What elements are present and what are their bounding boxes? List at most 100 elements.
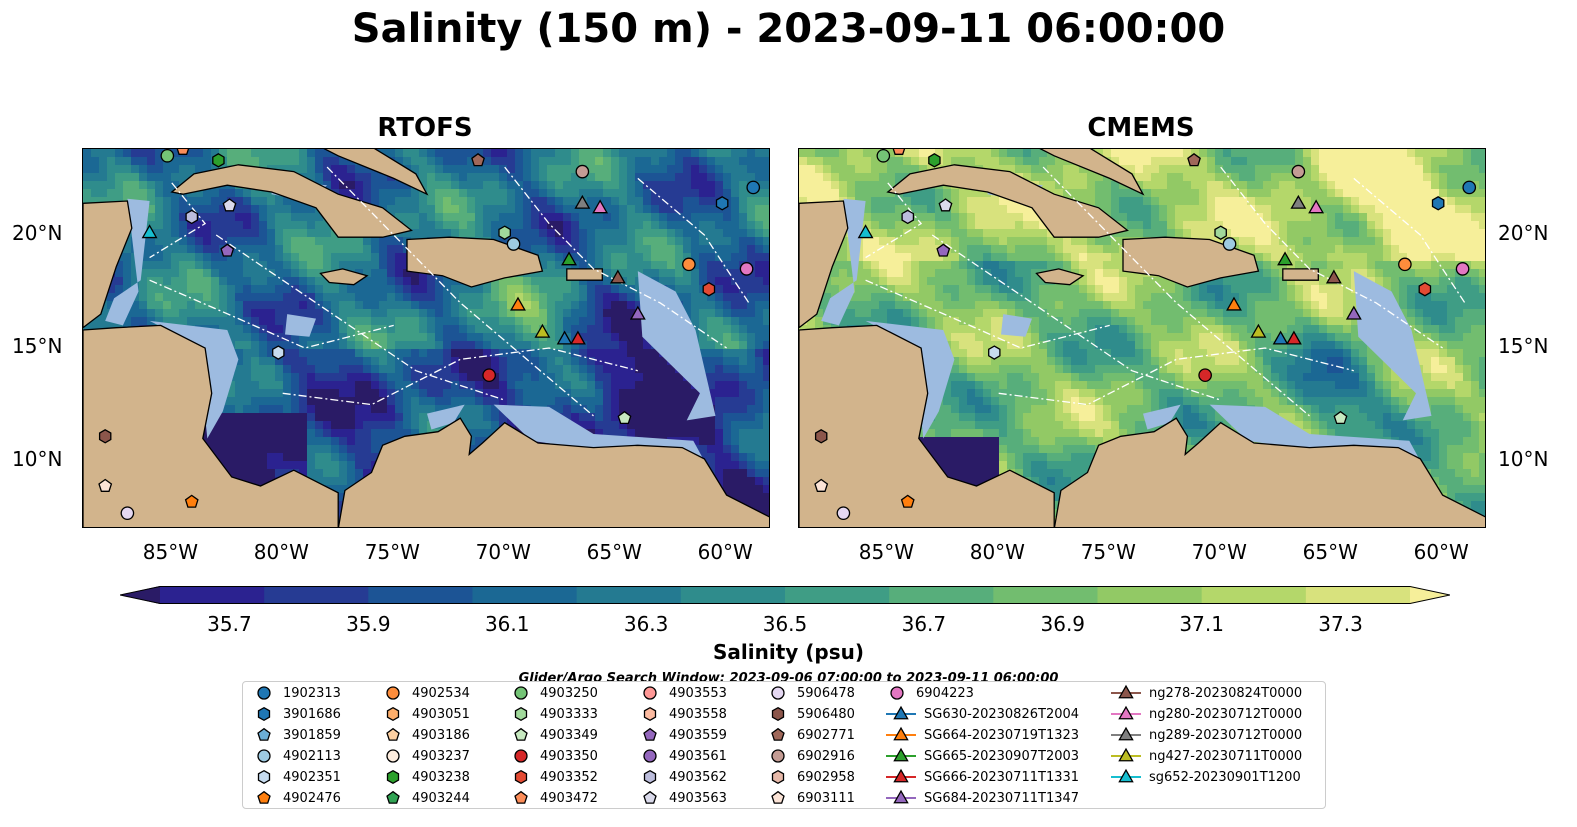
obs-marker-4903562 — [901, 209, 915, 225]
legend-entry-label: SG665-20230907T2003 — [924, 748, 1080, 764]
legend-entry-label: 4903561 — [669, 748, 727, 764]
obs-marker-4903333 — [1214, 225, 1227, 240]
legend-entry-label: 6902916 — [797, 748, 855, 764]
obs-marker-4902351 — [988, 345, 1001, 360]
legend-entry-label: 4903244 — [412, 790, 470, 806]
legend-entry-label: ng278-20230824T0000 — [1149, 685, 1303, 701]
legend-marker-icon — [643, 769, 657, 785]
obs-marker-SG665-20230907T2003 — [1277, 251, 1293, 266]
land-bahamas — [1039, 149, 1145, 196]
legend-entry: 4902351 — [253, 767, 341, 787]
obs-marker-5906478 — [120, 506, 135, 520]
legend-entry: 4903250 — [510, 683, 598, 703]
obs-marker-4903350 — [1198, 368, 1212, 383]
obs-marker-4902534 — [682, 257, 696, 272]
legend-entry-label: 4903051 — [412, 706, 470, 722]
obs-marker-6902771 — [1187, 152, 1201, 167]
colorbar-label: Salinity (psu) — [712, 640, 864, 664]
obs-marker-sg652-20230901T1200 — [857, 224, 874, 239]
legend-entry: 4903553 — [639, 683, 727, 703]
obs-marker-4903472 — [892, 149, 906, 155]
colorbar-segment — [993, 586, 1099, 604]
map-canvas — [799, 149, 1485, 527]
legend-entry-label: 4903250 — [540, 685, 598, 701]
land-pr — [566, 268, 603, 281]
legend-marker-icon — [771, 706, 785, 722]
obs-marker-6902916 — [1291, 164, 1306, 179]
legend-entry: 3901686 — [253, 704, 341, 724]
legend: 1902313 3901686 3901859 4902113 4902351 49024… — [242, 681, 1326, 809]
legend-entry-label: 4903350 — [540, 748, 598, 764]
obs-marker-3901686 — [1431, 196, 1445, 211]
legend-marker-icon — [514, 769, 528, 785]
obs-marker-4903563 — [938, 198, 953, 212]
legend-entry: 4903563 — [639, 788, 727, 808]
obs-marker-1902313 — [1462, 180, 1477, 195]
legend-entry-label: ng289-20230712T0000 — [1149, 727, 1303, 743]
legend-marker-icon — [386, 727, 400, 741]
obs-marker-SG664-20230719T1323 — [1226, 296, 1242, 311]
obs-marker-4902534 — [1398, 257, 1412, 272]
legend-entry-label: sg652-20230901T1200 — [1149, 769, 1301, 785]
colorbar-tick-label: 36.9 — [1040, 612, 1086, 636]
obs-marker-5906480 — [98, 429, 112, 444]
y-tick-label: 10°N — [1498, 447, 1549, 472]
obs-marker-4903352 — [702, 281, 716, 297]
x-tick-label: 70°W — [475, 540, 531, 564]
legend-entry: ng427-20230711T0000 — [1111, 746, 1302, 766]
rtofs-map — [82, 148, 770, 528]
legend-entry-label: 4903333 — [540, 706, 598, 722]
legend-marker-icon — [643, 727, 657, 741]
legend-entry-label: 4903238 — [412, 769, 470, 785]
map-canvas — [83, 149, 769, 527]
land-southam — [1053, 417, 1485, 527]
colorbar-segment — [785, 586, 890, 604]
colorbar-extend-low — [120, 586, 160, 604]
obs-marker-4903333 — [498, 225, 511, 240]
legend-marker-icon — [643, 790, 657, 804]
legend-marker-icon — [514, 749, 528, 763]
legend-entry-label: 4903559 — [669, 727, 727, 743]
legend-marker-icon — [257, 790, 271, 804]
obs-marker-4902351 — [272, 345, 285, 360]
legend-marker-icon — [257, 727, 271, 741]
land-mask — [83, 149, 769, 527]
legend-marker-icon — [1111, 747, 1141, 762]
x-tick-label: 65°W — [1302, 540, 1358, 564]
obs-marker-4902113 — [1222, 237, 1237, 251]
obs-marker-6904223 — [1455, 262, 1470, 276]
obs-marker-4903352 — [1418, 281, 1432, 297]
obs-marker-5906478 — [836, 506, 851, 520]
y-tick-label: 20°N — [1498, 220, 1549, 245]
legend-entry-label: 4903562 — [669, 769, 727, 785]
colorbar — [120, 586, 1450, 604]
legend-entry: 4903051 — [382, 704, 470, 724]
obs-marker-4902476 — [184, 494, 199, 508]
obs-marker-4902476 — [900, 494, 915, 508]
x-tick-label: 65°W — [586, 540, 642, 564]
obs-marker-SG664-20230719T1323 — [510, 296, 526, 311]
obs-marker-ng427-20230711T0000 — [534, 323, 551, 338]
legend-entry-label: 1902313 — [283, 685, 341, 701]
colorbar-tick-label: 36.5 — [762, 612, 808, 636]
legend-entry-label: 4903558 — [669, 706, 727, 722]
colorbar-tick-label: 36.7 — [901, 612, 947, 636]
legend-entry: SG666-20230711T1331 — [886, 767, 1079, 787]
obs-marker-4903349 — [617, 410, 632, 425]
legend-entry: 1902313 — [253, 683, 341, 703]
legend-entry: 5906480 — [767, 704, 855, 724]
land-yucatan — [799, 200, 849, 329]
legend-entry: 4903561 — [639, 746, 727, 766]
legend-entry: 4903238 — [382, 767, 470, 787]
legend-entry-label: 3901686 — [283, 706, 341, 722]
obs-marker-4903559 — [936, 243, 951, 257]
colorbar-segment — [1201, 586, 1307, 604]
legend-entry-label: 4902351 — [283, 769, 341, 785]
legend-entry: 4903352 — [510, 767, 598, 787]
legend-entry-label: SG666-20230711T1331 — [924, 769, 1080, 785]
legend-entry: ng278-20230824T0000 — [1111, 683, 1302, 703]
legend-marker-icon — [257, 706, 271, 722]
legend-entry: 4903558 — [639, 704, 727, 724]
legend-entry: ng289-20230712T0000 — [1111, 725, 1302, 745]
obs-marker-6902771 — [471, 152, 485, 167]
